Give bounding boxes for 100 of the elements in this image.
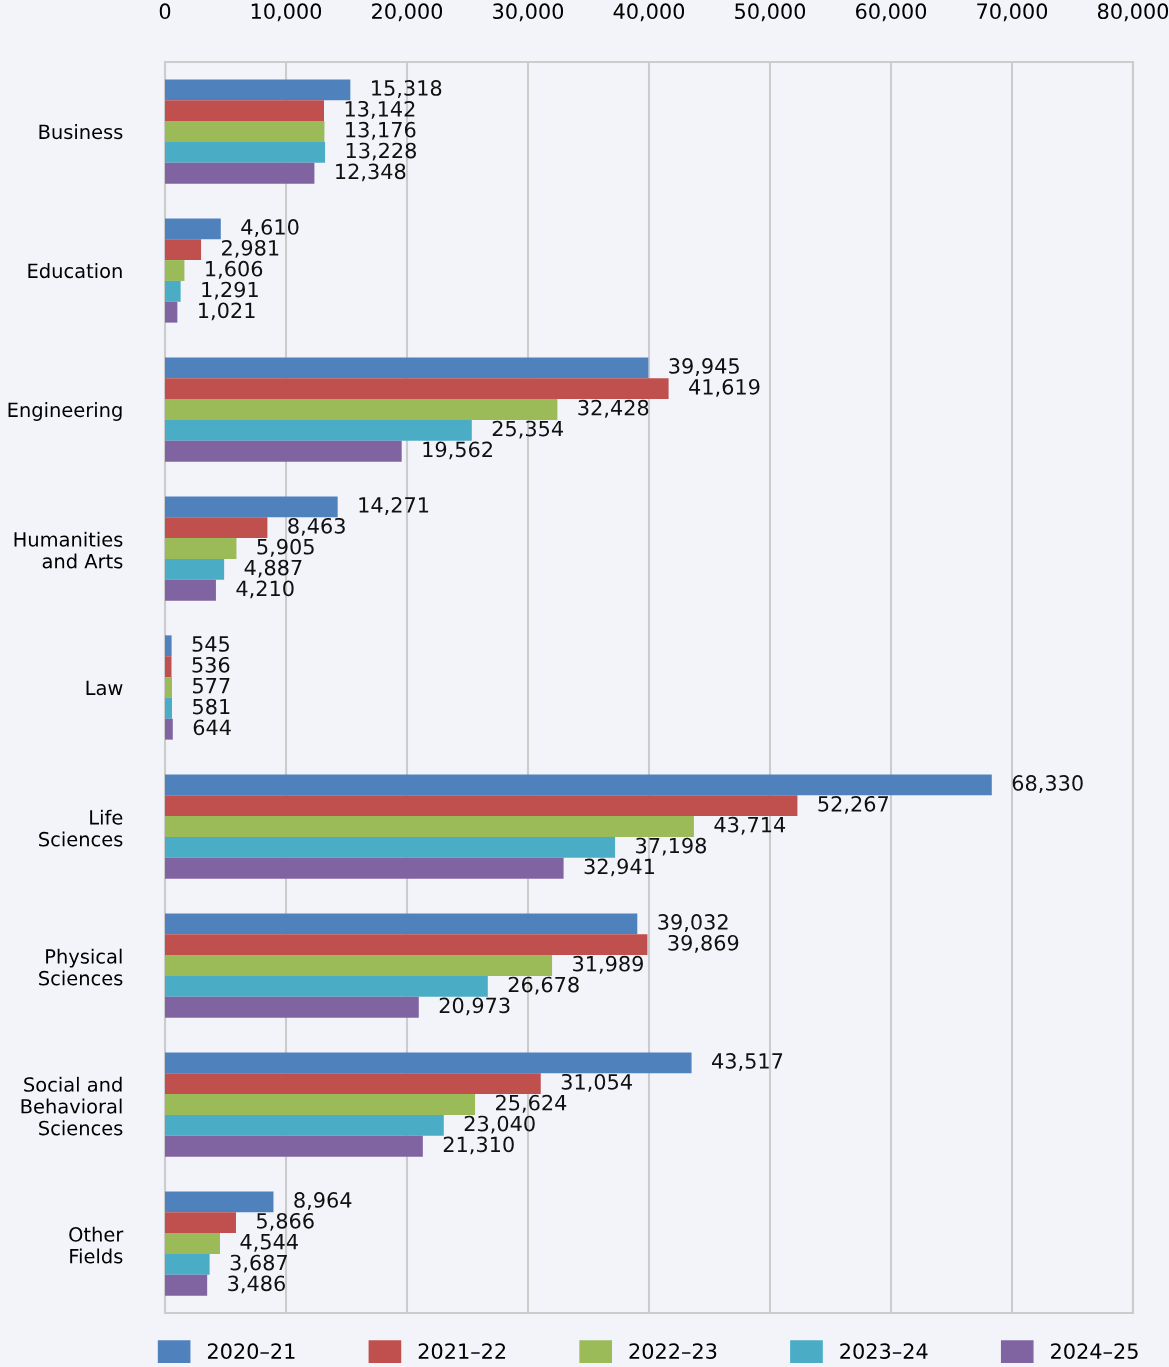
- bar: [165, 162, 315, 184]
- data-label: 37,198: [636, 837, 707, 856]
- data-label: 68,330: [1012, 775, 1083, 793]
- data-label: 581: [193, 698, 230, 715]
- bar: [165, 79, 351, 101]
- data-label: 1,021: [199, 302, 255, 321]
- bar: [165, 955, 553, 976]
- bar: [165, 934, 648, 956]
- data-label: 39,869: [668, 934, 739, 953]
- x-tick-label: 50,000: [735, 3, 806, 22]
- y-tick-label: Social and Behavioral Sciences: [21, 1076, 123, 1136]
- bar: [165, 218, 221, 240]
- bar: [165, 996, 419, 1018]
- data-label: 3,687: [230, 1254, 287, 1273]
- data-label: 25,354: [492, 420, 563, 439]
- data-label: 31,989: [573, 955, 643, 974]
- data-label: 20,973: [439, 997, 510, 1016]
- data-label: 43,517: [712, 1053, 783, 1071]
- data-label: 31,054: [561, 1073, 632, 1092]
- bar: [165, 517, 268, 539]
- bar: [165, 774, 992, 796]
- bar: [165, 1233, 220, 1254]
- bar: [165, 1094, 476, 1115]
- bar: [165, 558, 225, 580]
- data-label: 5,905: [257, 538, 314, 557]
- data-label: 13,176: [346, 121, 416, 140]
- data-label: 15,318: [372, 80, 442, 98]
- data-label: 39,945: [669, 358, 739, 376]
- data-label: 43,714: [714, 816, 786, 835]
- bar: [165, 836, 616, 858]
- x-tick-label: 80,000: [1097, 3, 1169, 22]
- bar: [165, 301, 178, 323]
- legend-label: 2024–25: [1051, 1343, 1138, 1360]
- bar: [165, 378, 669, 400]
- data-label: 21,310: [443, 1136, 514, 1155]
- bar: [165, 100, 325, 122]
- bar: [165, 496, 338, 518]
- data-label: 25,624: [496, 1094, 567, 1113]
- bar: [165, 538, 237, 559]
- data-label: 2,981: [222, 239, 279, 258]
- y-tick-label: Physical Sciences: [39, 948, 123, 986]
- bar: [165, 399, 558, 420]
- data-label: 536: [192, 656, 230, 673]
- data-label: 13,142: [345, 100, 415, 119]
- x-tick-label: 20,000: [372, 3, 443, 22]
- y-tick-label: Humanities and Arts: [14, 531, 123, 569]
- data-label: 12,348: [336, 163, 406, 182]
- x-tick-label: 40,000: [613, 3, 685, 22]
- bar: [165, 1073, 541, 1095]
- bar: [165, 677, 172, 698]
- data-label: 32,941: [584, 858, 654, 877]
- bar: [165, 1052, 692, 1074]
- bar: [165, 1212, 236, 1234]
- bar: [165, 357, 649, 379]
- bar: [165, 857, 564, 879]
- data-label: 19,562: [423, 441, 492, 460]
- x-tick-label: 30,000: [493, 3, 564, 22]
- data-label: 8,964: [294, 1192, 352, 1210]
- data-label: 23,040: [464, 1115, 535, 1134]
- y-tick-label: Business: [39, 124, 123, 140]
- data-label: 1,291: [202, 281, 258, 300]
- y-tick-label: Other Fields: [69, 1226, 124, 1264]
- bar: [165, 913, 638, 935]
- data-label: 545: [192, 636, 229, 652]
- bar: [165, 1274, 208, 1296]
- bar: [165, 1253, 210, 1275]
- bar: [165, 579, 216, 601]
- bar: [165, 816, 694, 837]
- y-tick-label: Education: [28, 263, 122, 279]
- data-label: 41,619: [689, 378, 760, 397]
- y-tick-label: Life Sciences: [39, 809, 123, 847]
- data-label: 52,267: [818, 795, 888, 814]
- x-tick-label: 70,000: [977, 3, 1048, 22]
- legend-label: 2023–24: [840, 1343, 928, 1360]
- data-label: 644: [193, 719, 231, 736]
- data-label: 4,887: [244, 559, 302, 578]
- bar: [165, 121, 325, 142]
- bar: [165, 239, 202, 261]
- x-tick-label: 60,000: [856, 3, 927, 22]
- legend-label: 2022–23: [629, 1343, 717, 1360]
- bar: [165, 419, 472, 441]
- legend-label: 2021–22: [418, 1343, 506, 1360]
- data-label: 39,032: [658, 914, 728, 932]
- y-tick-label: Law: [86, 680, 123, 696]
- bar: [165, 697, 173, 719]
- data-label: 4,610: [241, 219, 299, 237]
- bar: [165, 1191, 274, 1213]
- bar: [165, 635, 172, 657]
- data-label: 26,678: [508, 976, 579, 995]
- bar: [165, 795, 798, 817]
- x-tick-label: 10,000: [251, 3, 322, 22]
- bar: [165, 1114, 444, 1136]
- data-label: 8,463: [288, 517, 345, 536]
- data-label: 1,606: [206, 260, 263, 279]
- bar: [165, 260, 185, 281]
- bar: [165, 440, 402, 462]
- bar: [165, 141, 326, 163]
- bar: [165, 975, 488, 997]
- bar: [165, 280, 181, 302]
- x-tick-label: 0: [159, 3, 171, 20]
